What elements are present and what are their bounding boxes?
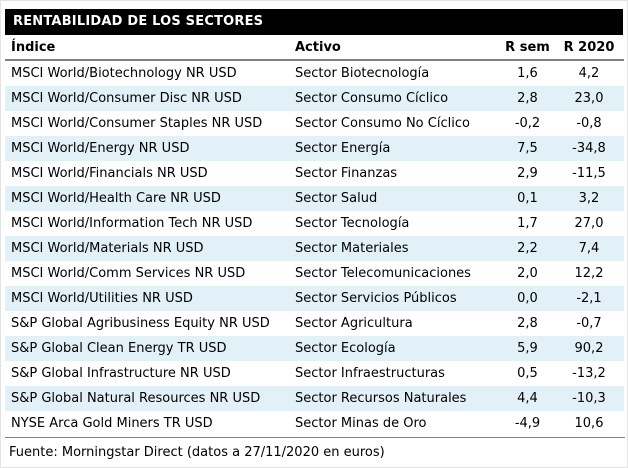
sector-name-cell: Sector Infraestructuras — [295, 366, 445, 381]
sector-returns-table: Índice Activo R sem R 2020 MSCI World/Bi… — [5, 35, 624, 436]
sector-name-cell: Sector Telecomunicaciones — [295, 266, 471, 281]
weekly-return-cell: 7,5 — [501, 136, 554, 161]
sector-name-cell: Sector Consumo No Cíclico — [295, 116, 470, 131]
weekly-return-cell: 2,8 — [501, 86, 554, 111]
ytd-return-cell: 7,4 — [554, 236, 624, 261]
ytd-return-cell: -10,3 — [554, 386, 624, 411]
figure-title-bar: RENTABILIDAD DE LOS SECTORES — [5, 9, 623, 35]
sector-name-cell: Sector Minas de Oro — [295, 416, 427, 431]
weekly-return-cell: -4,9 — [514, 416, 541, 431]
ytd-return-cell: 3,2 — [554, 186, 624, 211]
weekly-return-cell: 2,0 — [517, 266, 538, 281]
table-row: NYSE Arca Gold Miners TR USD Sector Mina… — [5, 411, 624, 436]
index-name-cell: MSCI World/Energy NR USD — [5, 136, 289, 161]
sector-name-cell: Sector Consumo Cíclico — [289, 86, 501, 111]
table-row: S&P Global Clean Energy TR USD Sector Ec… — [5, 336, 624, 361]
ytd-return-cell: -2,1 — [554, 286, 624, 311]
index-name-cell: NYSE Arca Gold Miners TR USD — [11, 416, 213, 431]
table-row: MSCI World/Financials NR USD Sector Fina… — [5, 161, 624, 186]
table-row: MSCI World/Consumer Disc NR USD Sector C… — [5, 86, 624, 111]
sector-returns-table-wrap: Índice Activo R sem R 2020 MSCI World/Bi… — [5, 35, 625, 436]
column-header-r-2020: R 2020 — [554, 35, 624, 61]
ytd-return-cell: -0,8 — [576, 116, 602, 131]
ytd-return-cell: 10,6 — [574, 416, 604, 431]
column-header-r-sem: R sem — [501, 35, 554, 61]
column-header-activo: Activo — [289, 35, 501, 61]
ytd-return-cell: 23,0 — [554, 86, 624, 111]
table-row: S&P Global Agribusiness Equity NR USD Se… — [5, 311, 624, 336]
sector-name-cell: Sector Energía — [289, 136, 501, 161]
sector-name-cell: Sector Recursos Naturales — [289, 386, 501, 411]
sector-name-cell: Sector Ecología — [289, 336, 501, 361]
index-name-cell: S&P Global Natural Resources NR USD — [5, 386, 289, 411]
weekly-return-cell: 0,1 — [501, 186, 554, 211]
table-row: MSCI World/Information Tech NR USD Secto… — [5, 211, 624, 236]
weekly-return-cell: 2,9 — [517, 166, 538, 181]
table-row: MSCI World/Consumer Staples NR USD Secto… — [5, 111, 624, 136]
table-row: S&P Global Natural Resources NR USD Sect… — [5, 386, 624, 411]
table-header-row: Índice Activo R sem R 2020 — [5, 35, 624, 61]
weekly-return-cell: 1,7 — [517, 216, 538, 231]
ytd-return-cell: 27,0 — [574, 216, 604, 231]
weekly-return-cell: -0,2 — [514, 116, 541, 131]
ytd-return-cell: -34,8 — [554, 136, 624, 161]
table-body: MSCI World/Biotechnology NR USD Sector B… — [5, 60, 624, 436]
ytd-return-cell: 90,2 — [554, 336, 624, 361]
weekly-return-cell: 0,0 — [501, 286, 554, 311]
sector-name-cell: Sector Salud — [289, 186, 501, 211]
ytd-return-cell: -11,5 — [572, 166, 606, 181]
index-name-cell: MSCI World/Consumer Disc NR USD — [5, 86, 289, 111]
table-row: MSCI World/Comm Services NR USD Sector T… — [5, 261, 624, 286]
footer-divider — [5, 437, 625, 438]
index-name-cell: MSCI World/Information Tech NR USD — [11, 216, 253, 231]
index-name-cell: S&P Global Infrastructure NR USD — [11, 366, 231, 381]
index-name-cell: S&P Global Agribusiness Equity NR USD — [11, 316, 270, 331]
table-row: MSCI World/Health Care NR USD Sector Sal… — [5, 186, 624, 211]
weekly-return-cell: 4,4 — [501, 386, 554, 411]
index-name-cell: MSCI World/Comm Services NR USD — [11, 266, 246, 281]
index-name-cell: MSCI World/Consumer Staples NR USD — [11, 116, 263, 131]
sector-name-cell: Sector Finanzas — [295, 166, 398, 181]
table-row: MSCI World/Energy NR USD Sector Energía … — [5, 136, 624, 161]
table-row: MSCI World/Utilities NR USD Sector Servi… — [5, 286, 624, 311]
weekly-return-cell: 0,5 — [517, 366, 538, 381]
table-row: S&P Global Infrastructure NR USD Sector … — [5, 361, 624, 386]
ytd-return-cell: 12,2 — [574, 266, 604, 281]
weekly-return-cell: 2,2 — [501, 236, 554, 261]
sector-name-cell: Sector Tecnología — [295, 216, 410, 231]
table-row: MSCI World/Biotechnology NR USD Sector B… — [5, 60, 624, 86]
weekly-return-cell: 2,8 — [517, 316, 538, 331]
index-name-cell: MSCI World/Materials NR USD — [5, 236, 289, 261]
sector-name-cell: Sector Servicios Públicos — [289, 286, 501, 311]
ytd-return-cell: 4,2 — [578, 66, 600, 81]
index-name-cell: MSCI World/Utilities NR USD — [5, 286, 289, 311]
index-name-cell: MSCI World/Biotechnology NR USD — [11, 66, 237, 81]
weekly-return-cell: 5,9 — [501, 336, 554, 361]
source-note: Fuente: Morningstar Direct (datos a 27/1… — [9, 445, 385, 460]
weekly-return-cell: 1,6 — [517, 66, 538, 81]
sector-name-cell: Sector Biotecnología — [295, 66, 430, 81]
sector-name-cell: Sector Agricultura — [295, 316, 413, 331]
index-name-cell: MSCI World/Health Care NR USD — [5, 186, 289, 211]
table-row: MSCI World/Materials NR USD Sector Mater… — [5, 236, 624, 261]
ytd-return-cell: -0,7 — [576, 316, 602, 331]
index-name-cell: S&P Global Clean Energy TR USD — [5, 336, 289, 361]
ytd-return-cell: -13,2 — [572, 366, 606, 381]
sector-name-cell: Sector Materiales — [289, 236, 501, 261]
index-name-cell: MSCI World/Financials NR USD — [11, 166, 208, 181]
column-header-indice: Índice — [5, 35, 289, 61]
